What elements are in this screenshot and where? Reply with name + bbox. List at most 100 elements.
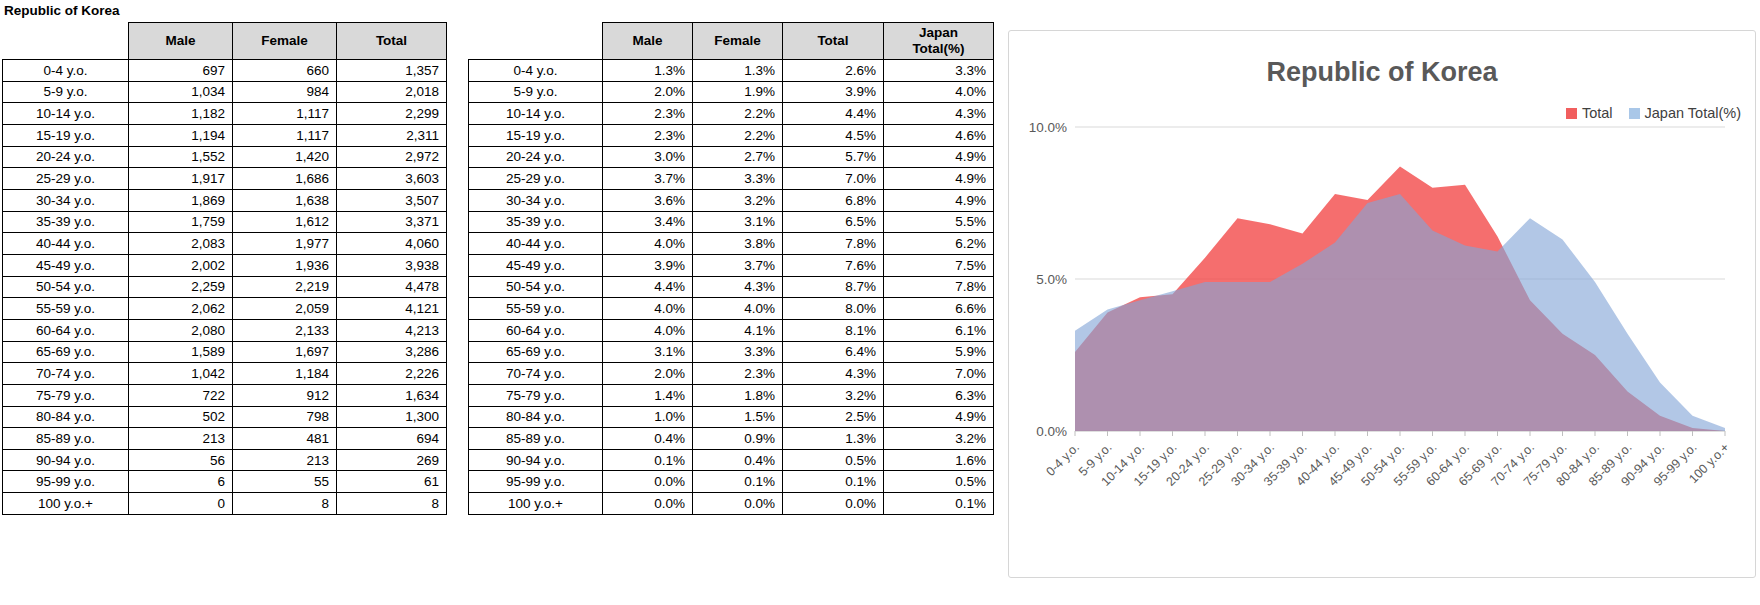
value-cell: 3.9% [603,254,693,276]
value-cell: 1,612 [233,211,337,233]
value-cell: 1,182 [129,103,233,125]
value-cell: 2,062 [129,298,233,320]
table-row: 40-44 y.o.2,0831,9774,060 [3,233,447,255]
age-group-cell: 90-94 y.o. [3,449,129,471]
value-cell: 1.8% [693,384,783,406]
value-cell: 722 [129,384,233,406]
value-cell: 0.1% [693,471,783,493]
value-cell: 2,311 [337,124,447,146]
table-row: 80-84 y.o.1.0%1.5%2.5%4.9% [469,406,994,428]
value-cell: 1,357 [337,60,447,82]
value-cell: 7.0% [783,168,884,190]
value-cell: 984 [233,81,337,103]
age-group-cell: 50-54 y.o. [3,276,129,298]
value-cell: 1,936 [233,254,337,276]
age-group-cell: 50-54 y.o. [469,276,603,298]
value-cell: 269 [337,449,447,471]
value-cell: 697 [129,60,233,82]
value-cell: 0.1% [603,449,693,471]
header-row: MaleFemaleTotal [3,23,447,60]
value-cell: 2.7% [693,146,783,168]
table-row: 0-4 y.o.1.3%1.3%2.6%3.3% [469,60,994,82]
value-cell: 2,059 [233,298,337,320]
table-row: 20-24 y.o.3.0%2.7%5.7%4.9% [469,146,994,168]
value-cell: 55 [233,471,337,493]
value-cell: 4.9% [884,168,994,190]
age-group-cell: 25-29 y.o. [3,168,129,190]
age-group-cell: 85-89 y.o. [3,428,129,450]
table-row: 35-39 y.o.3.4%3.1%6.5%5.5% [469,211,994,233]
table-row: 100 y.o.+088 [3,493,447,515]
value-cell: 4.9% [884,406,994,428]
table-row: 90-94 y.o.0.1%0.4%0.5%1.6% [469,449,994,471]
value-cell: 0.0% [603,493,693,515]
value-cell: 1,917 [129,168,233,190]
legend-label: Total [1582,105,1613,121]
age-group-cell: 10-14 y.o. [3,103,129,125]
value-cell: 2.5% [783,406,884,428]
value-cell: 4.0% [603,319,693,341]
value-cell: 3.7% [603,168,693,190]
table-row: 5-9 y.o.1,0349842,018 [3,81,447,103]
value-cell: 7.0% [884,363,994,385]
value-cell: 3,603 [337,168,447,190]
column-header: Female [693,23,783,60]
value-cell: 213 [129,428,233,450]
value-cell: 4,121 [337,298,447,320]
value-cell: 1,638 [233,189,337,211]
age-group-cell: 5-9 y.o. [3,81,129,103]
table-row: 90-94 y.o.56213269 [3,449,447,471]
value-cell: 2,018 [337,81,447,103]
chart-panel: 0.0%5.0%10.0%0-4 y.o.5-9 y.o.10-14 y.o.1… [1008,30,1756,578]
value-cell: 1.6% [884,449,994,471]
legend-item-total: Total [1566,105,1613,121]
value-cell: 2,259 [129,276,233,298]
value-cell: 2.2% [693,103,783,125]
table-row: 50-54 y.o.4.4%4.3%8.7%7.8% [469,276,994,298]
value-cell: 3.9% [783,81,884,103]
value-cell: 3.7% [693,254,783,276]
value-cell: 4.0% [603,298,693,320]
age-group-cell: 35-39 y.o. [3,211,129,233]
counts-table: MaleFemaleTotal0-4 y.o.6976601,3575-9 y.… [2,22,447,515]
table-row: 25-29 y.o.1,9171,6863,603 [3,168,447,190]
value-cell: 1,042 [129,363,233,385]
corner-cell [3,23,129,60]
value-cell: 2,219 [233,276,337,298]
value-cell: 3.0% [603,146,693,168]
value-cell: 2.0% [603,81,693,103]
value-cell: 0.4% [603,428,693,450]
value-cell: 3.3% [693,168,783,190]
value-cell: 2,083 [129,233,233,255]
value-cell: 798 [233,406,337,428]
value-cell: 0.9% [693,428,783,450]
age-group-cell: 0-4 y.o. [469,60,603,82]
age-group-cell: 30-34 y.o. [469,189,603,211]
value-cell: 2,972 [337,146,447,168]
value-cell: 4.5% [783,124,884,146]
value-cell: 3.8% [693,233,783,255]
value-cell: 8.7% [783,276,884,298]
value-cell: 3.1% [693,211,783,233]
age-group-cell: 75-79 y.o. [3,384,129,406]
value-cell: 2,002 [129,254,233,276]
age-group-cell: 10-14 y.o. [469,103,603,125]
value-cell: 1,034 [129,81,233,103]
table-row: 15-19 y.o.1,1941,1172,311 [3,124,447,146]
age-group-cell: 20-24 y.o. [469,146,603,168]
age-group-cell: 70-74 y.o. [3,363,129,385]
value-cell: 8 [233,493,337,515]
table-row: 80-84 y.o.5027981,300 [3,406,447,428]
value-cell: 3.2% [783,384,884,406]
value-cell: 4.3% [783,363,884,385]
value-cell: 1,117 [233,124,337,146]
value-cell: 0.4% [693,449,783,471]
value-cell: 5.5% [884,211,994,233]
value-cell: 6 [129,471,233,493]
value-cell: 8.0% [783,298,884,320]
age-group-cell: 80-84 y.o. [3,406,129,428]
age-group-cell: 60-64 y.o. [469,319,603,341]
y-axis-label: 0.0% [1036,424,1067,439]
value-cell: 6.8% [783,189,884,211]
age-group-cell: 45-49 y.o. [469,254,603,276]
